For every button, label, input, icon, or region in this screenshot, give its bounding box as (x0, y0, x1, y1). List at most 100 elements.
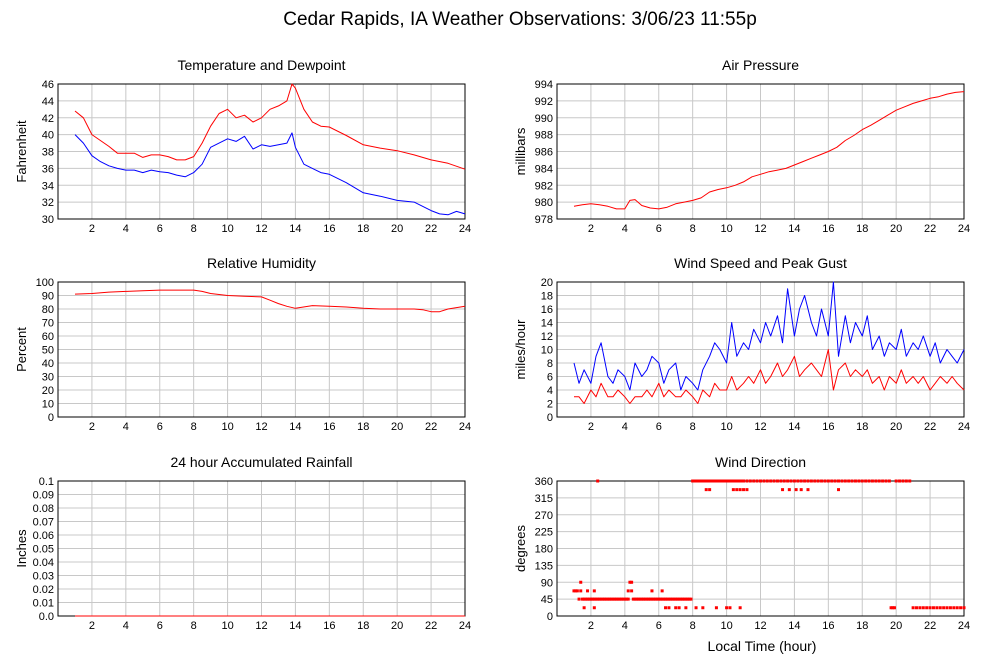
y-tick-label: 980 (535, 197, 553, 209)
data-point (877, 479, 881, 483)
data-point (618, 597, 622, 601)
data-point (898, 479, 902, 483)
x-tick-label: 2 (588, 223, 594, 235)
series-0-line (573, 91, 965, 210)
data-point (718, 479, 722, 483)
data-point (742, 479, 746, 483)
x-tick-label: 12 (255, 620, 267, 632)
y-tick-label: 315 (535, 493, 553, 505)
data-point (614, 597, 618, 601)
y-tick-label: 45 (541, 594, 553, 606)
data-point (740, 479, 744, 483)
data-point (911, 606, 915, 610)
panel-title: Wind Direction (715, 454, 806, 470)
panel-title: Relative Humidity (207, 255, 316, 271)
x-tick-label: 12 (754, 223, 766, 235)
y-tick-label: 135 (535, 560, 553, 572)
data-point (592, 597, 596, 601)
x-tick-label: 22 (425, 620, 437, 632)
data-point (664, 606, 668, 610)
y-tick-label: 0.03 (33, 571, 54, 583)
data-point (867, 479, 871, 483)
x-tick-label: 16 (323, 421, 335, 433)
x-tick-label: 22 (924, 620, 936, 632)
data-point (837, 488, 841, 492)
data-point (704, 479, 708, 483)
data-point (664, 597, 668, 601)
data-point (820, 479, 824, 483)
data-point (904, 479, 908, 483)
data-point (589, 597, 593, 601)
data-point (640, 597, 644, 601)
data-point (699, 479, 703, 483)
data-point (680, 597, 684, 601)
x-tick-label: 4 (622, 620, 628, 632)
y-tick-label: 994 (535, 79, 553, 91)
data-point (830, 479, 834, 483)
y-tick-label: 36 (42, 163, 54, 175)
data-point (799, 479, 803, 483)
y-axis-label: millibars (513, 127, 528, 175)
x-tick-label: 8 (191, 620, 197, 632)
x-tick-label: 18 (357, 620, 369, 632)
data-point (857, 479, 861, 483)
data-point (579, 589, 583, 593)
y-tick-label: 0.08 (33, 503, 54, 515)
data-point (665, 597, 669, 601)
x-axis-label: Local Time (hour) (708, 638, 817, 654)
y-tick-label: 30 (42, 214, 54, 226)
x-tick-label: 4 (123, 421, 129, 433)
x-tick-label: 10 (221, 223, 233, 235)
series-0-line (74, 289, 466, 313)
data-point (652, 597, 656, 601)
y-tick-label: 990 (535, 113, 553, 125)
data-point (708, 479, 712, 483)
data-point (694, 479, 698, 483)
data-point (955, 606, 959, 610)
data-point (636, 597, 640, 601)
x-tick-label: 24 (958, 620, 970, 632)
data-point (921, 606, 925, 610)
data-point (697, 479, 701, 483)
y-tick-label: 0.07 (33, 517, 54, 529)
data-point (653, 597, 657, 601)
data-point (813, 479, 817, 483)
data-point (948, 606, 952, 610)
y-tick-label: 0 (547, 412, 553, 424)
x-tick-label: 16 (822, 620, 834, 632)
y-tick-label: 0.06 (33, 530, 54, 542)
y-tick-label: 180 (535, 544, 553, 556)
data-point (803, 479, 807, 483)
data-point (894, 479, 898, 483)
y-tick-label: 225 (535, 527, 553, 539)
data-point (826, 479, 830, 483)
data-point (733, 479, 737, 483)
x-tick-label: 14 (289, 223, 301, 235)
y-tick-label: 42 (42, 113, 54, 125)
data-point (809, 479, 813, 483)
data-point (677, 597, 681, 601)
data-point (864, 479, 868, 483)
data-point (658, 597, 662, 601)
series-0-points (572, 479, 966, 610)
data-point (594, 597, 598, 601)
series-1-line (574, 349, 965, 404)
x-tick-label: 2 (89, 421, 95, 433)
data-point (638, 597, 642, 601)
data-point (840, 479, 844, 483)
x-tick-label: 2 (588, 620, 594, 632)
x-tick-label: 10 (720, 421, 732, 433)
x-tick-label: 20 (890, 223, 902, 235)
data-point (591, 597, 595, 601)
y-tick-label: 0 (547, 611, 553, 623)
data-point (731, 479, 735, 483)
data-point (735, 479, 739, 483)
data-point (738, 606, 742, 610)
data-point (582, 606, 586, 610)
plot-frame (57, 281, 466, 418)
data-point (881, 479, 885, 483)
data-point (574, 589, 578, 593)
data-point (650, 589, 654, 593)
